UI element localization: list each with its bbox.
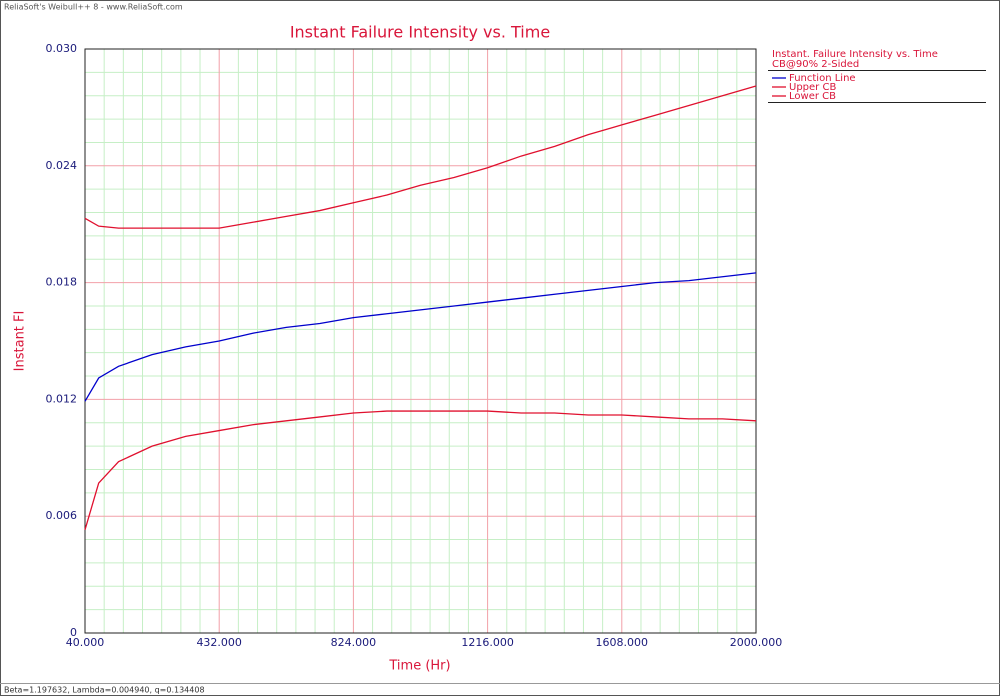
y-tick-label: 0.006 (46, 509, 78, 522)
y-tick-label: 0 (70, 626, 77, 639)
legend-title: Instant. Failure Intensity vs. Time (772, 49, 938, 60)
legend-subtitle: CB@90% 2-Sided (772, 59, 859, 70)
y-axis-label: Instant FI (13, 311, 28, 372)
legend-label: Upper CB (789, 82, 836, 93)
plot-border (84, 48, 757, 634)
y-tick-label: 0.024 (46, 159, 78, 172)
series-line (84, 85, 757, 229)
x-tick-label: 1216.000 (461, 636, 514, 649)
plot-area (85, 49, 756, 633)
footer-text: Beta=1.197632, Lambda=0.004940, q=0.1344… (4, 686, 205, 695)
x-tick-label: 824.000 (331, 636, 377, 649)
chart-title: Instant Failure Intensity vs. Time (290, 23, 550, 42)
x-tick-label: 40.000 (66, 636, 105, 649)
legend-label: Lower CB (789, 91, 836, 102)
x-tick-label: 432.000 (196, 636, 242, 649)
x-tick-label: 1608.000 (596, 636, 649, 649)
y-tick-label: 0.030 (46, 42, 78, 55)
series-line (84, 272, 757, 402)
legend-label: Function Line (789, 73, 856, 84)
series-line (84, 410, 757, 531)
x-axis-label: Time (Hr) (388, 659, 450, 674)
header-text: ReliaSoft's Weibull++ 8 - www.ReliaSoft.… (4, 3, 183, 12)
y-tick-label: 0.018 (46, 276, 78, 289)
y-tick-label: 0.012 (46, 392, 78, 405)
x-tick-label: 2000.000 (730, 636, 783, 649)
